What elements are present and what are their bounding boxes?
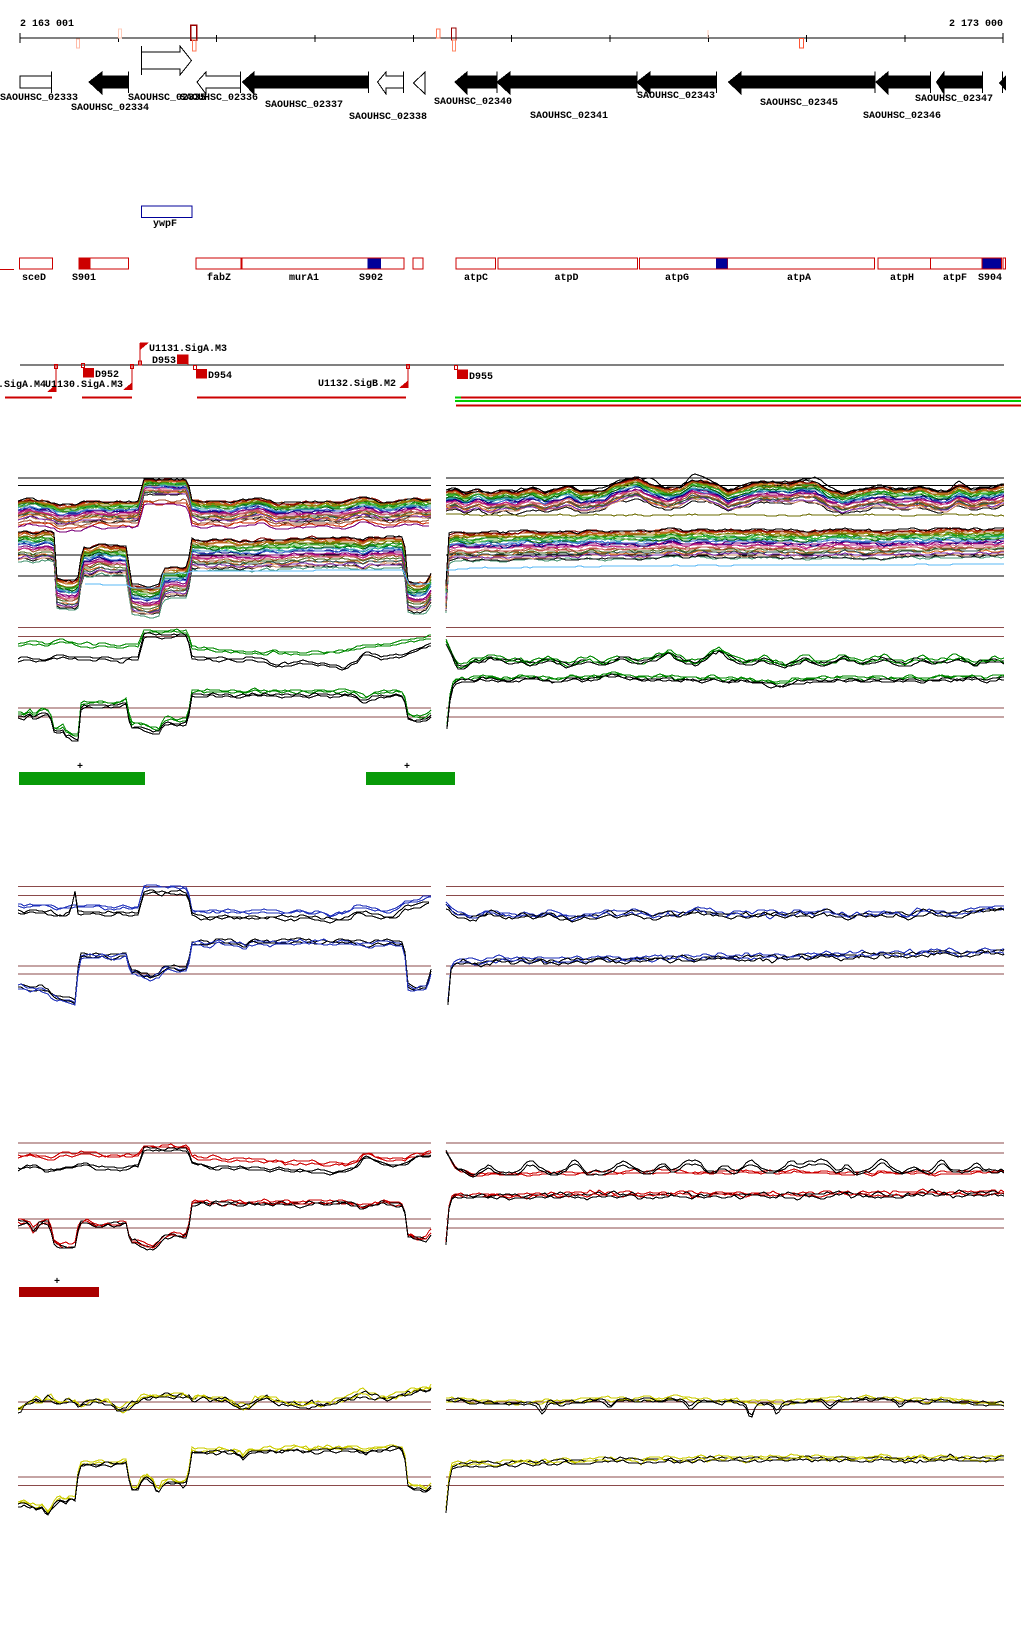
svg-text:SAOUHSC_02336: SAOUHSC_02336 [180, 93, 258, 104]
svg-text:S904: S904 [978, 273, 1002, 284]
svg-text:SAOUHSC_02340: SAOUHSC_02340 [434, 97, 512, 108]
svg-text:SAOUHSC_02337: SAOUHSC_02337 [265, 100, 343, 111]
svg-text:SAOUHSC_02341: SAOUHSC_02341 [530, 111, 608, 122]
svg-text:D954: D954 [208, 371, 232, 382]
svg-text:atpH: atpH [890, 273, 914, 284]
svg-text:U1131.SigA.M3: U1131.SigA.M3 [149, 343, 227, 355]
svg-text:+: + [77, 762, 83, 773]
svg-text:D955: D955 [469, 372, 493, 383]
svg-text:atpF: atpF [943, 273, 967, 284]
svg-text:SAOUHSC_02343: SAOUHSC_02343 [637, 91, 715, 102]
svg-text:S902: S902 [359, 273, 383, 284]
svg-text:atpG: atpG [665, 273, 689, 284]
svg-text:+: + [54, 1277, 60, 1288]
svg-text:U1132.SigB.M2: U1132.SigB.M2 [318, 378, 396, 390]
svg-text:.SigA.M4: .SigA.M4 [0, 379, 46, 391]
svg-text:sceD: sceD [22, 273, 46, 284]
svg-text:D952: D952 [95, 370, 119, 381]
svg-text:2 173 000: 2 173 000 [949, 19, 1003, 30]
svg-text:SAOUHSC_02345: SAOUHSC_02345 [760, 98, 838, 109]
svg-text:U1130.SigA.M3: U1130.SigA.M3 [45, 379, 123, 391]
svg-text:ywpF: ywpF [153, 219, 177, 230]
svg-text:SAOUHSC_02335: SAOUHSC_02335 [128, 93, 206, 104]
svg-text:murA1: murA1 [289, 273, 319, 284]
svg-text:SAOUHSC_02333: SAOUHSC_02333 [0, 93, 78, 104]
svg-text:atpA: atpA [787, 273, 811, 284]
svg-text:D953: D953 [152, 356, 176, 367]
svg-text:+: + [404, 762, 410, 773]
svg-text:SAOUHSC_02338: SAOUHSC_02338 [349, 112, 427, 123]
svg-text:fabZ: fabZ [207, 272, 231, 284]
svg-text:SAOUHSC_02346: SAOUHSC_02346 [863, 111, 941, 122]
svg-text:S901: S901 [72, 273, 96, 284]
svg-text:SAOUHSC_02334: SAOUHSC_02334 [71, 103, 149, 114]
svg-text:atpD: atpD [555, 273, 579, 284]
svg-text:SAOUHSC_02347: SAOUHSC_02347 [915, 94, 993, 105]
svg-text:2 163 001: 2 163 001 [20, 19, 74, 30]
svg-text:atpC: atpC [464, 273, 488, 284]
